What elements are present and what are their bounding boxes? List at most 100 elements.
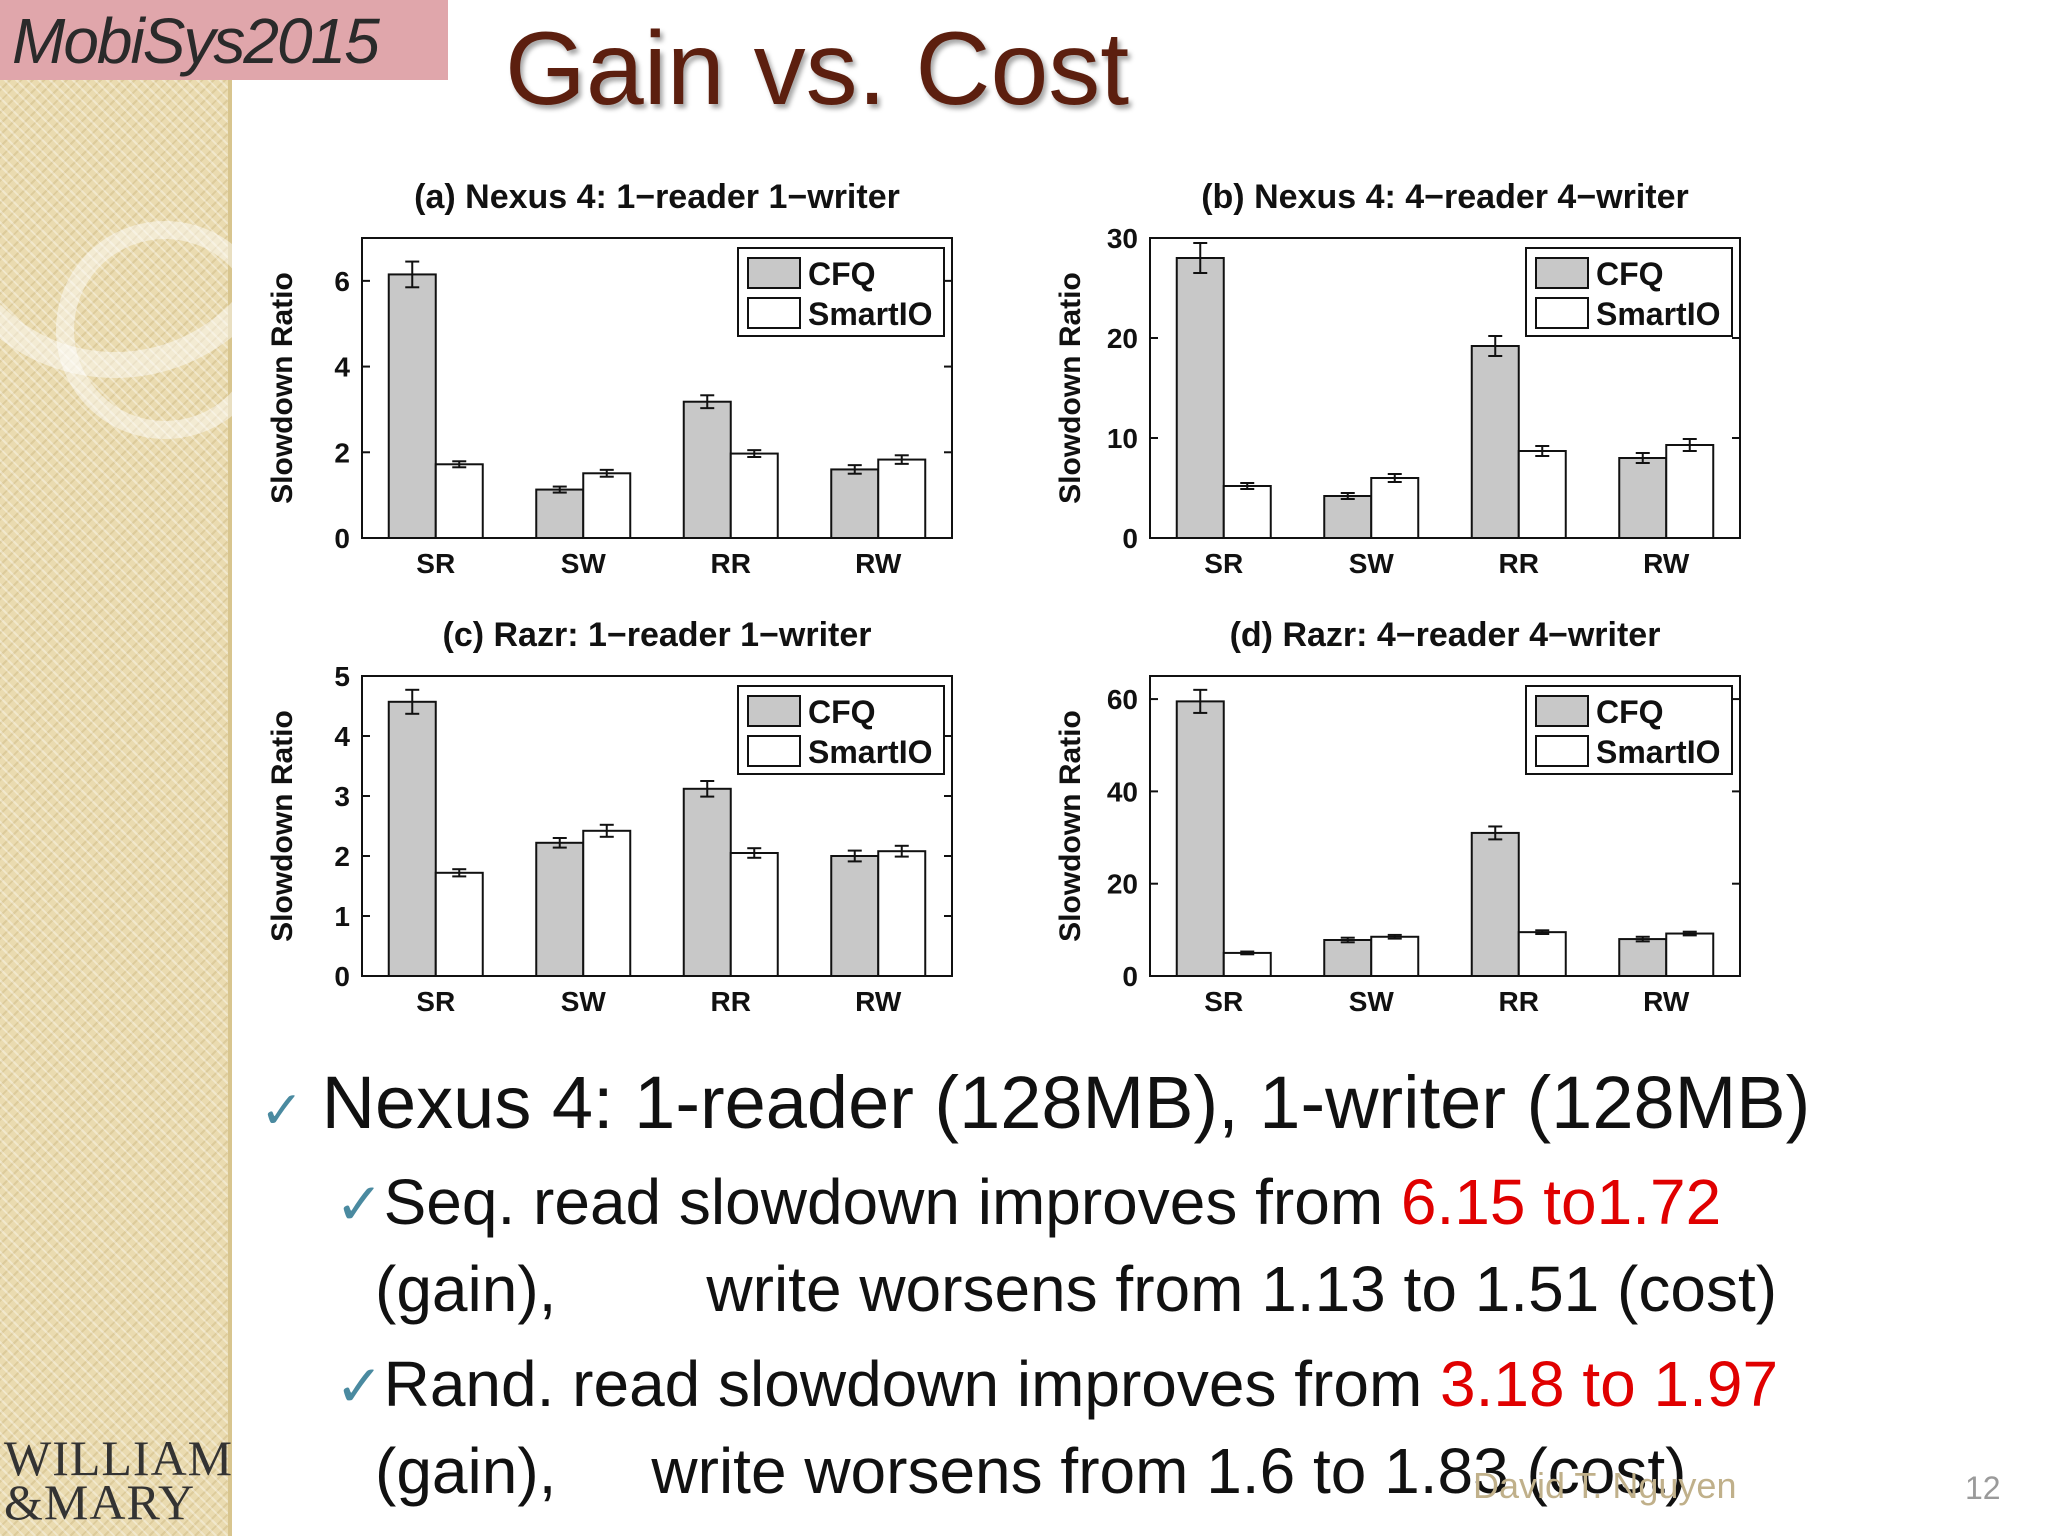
legend-swatch (1535, 257, 1589, 289)
bar-cfq (1323, 495, 1373, 539)
bar-cfq (535, 841, 585, 977)
legend-swatch (747, 297, 801, 329)
legend-label: SmartIO (1596, 734, 1720, 770)
bar-cfq (830, 855, 880, 977)
legend-label: CFQ (808, 694, 876, 730)
y-tick-label: 2 (334, 437, 350, 468)
legend-label: SmartIO (808, 734, 932, 770)
bar-smartio (1222, 951, 1272, 978)
bar-cfq (1470, 831, 1520, 978)
y-tick-label: 1 (334, 901, 350, 932)
x-tick-label: RW (1643, 548, 1690, 579)
checkmark-icon: ✓ (260, 1082, 304, 1140)
y-axis-label: Slowdown Ratio (266, 710, 299, 942)
x-tick-label: RR (711, 986, 751, 1017)
x-tick-label: SR (416, 986, 455, 1017)
y-tick-label: 6 (334, 266, 350, 297)
bar-cfq (535, 488, 585, 540)
y-tick-label: 40 (1107, 776, 1138, 807)
university-logo: WILLIAM &MARY (4, 1430, 234, 1530)
x-tick-label: RR (1499, 986, 1539, 1017)
legend-swatch (1535, 297, 1589, 329)
bar-smartio (1517, 931, 1567, 978)
legend-swatch (747, 735, 801, 767)
y-tick-label: 60 (1107, 684, 1138, 715)
chart-title: (a) Nexus 4: 1−reader 1−writer (414, 178, 900, 216)
legend-swatch (1535, 695, 1589, 727)
bar-smartio (877, 850, 927, 978)
x-tick-label: RR (711, 548, 751, 579)
x-tick-label: RR (1499, 548, 1539, 579)
legend-swatch (747, 257, 801, 289)
bar-smartio (582, 829, 632, 977)
bar-smartio (1517, 450, 1567, 539)
legend-label: SmartIO (1596, 296, 1720, 332)
bullet-item-seq: ✓Seq. read slowdown improves from 6.15 t… (335, 1166, 1778, 1325)
y-axis-label: Slowdown Ratio (1054, 710, 1087, 942)
bar-cfq (682, 400, 732, 540)
legend-label: CFQ (1596, 694, 1664, 730)
chart-panel-1: (b) Nexus 4: 4−reader 4−writer Slowdown R… (1054, 178, 1741, 579)
y-axis-label: Slowdown Ratio (266, 272, 299, 504)
bar-cfq (830, 468, 880, 539)
bar-cfq (1470, 345, 1520, 539)
chart-panel-0: (a) Nexus 4: 1−reader 1−writer Slowdown R… (266, 178, 953, 579)
y-tick-label: 20 (1107, 869, 1138, 900)
x-tick-label: RW (855, 986, 902, 1017)
charts-area: (a) Nexus 4: 1−reader 1−writer Slowdown R… (266, 178, 1741, 1017)
chart-panel-2: (c) Razr: 1−reader 1−writer Slowdown Rati… (266, 616, 953, 1017)
bar-cfq (1175, 257, 1225, 539)
sidebar-background (0, 0, 230, 1536)
bar-cfq (387, 273, 437, 539)
highlight-text: 3.18 to 1.97 (1440, 1348, 1779, 1420)
y-tick-label: 0 (334, 523, 350, 554)
legend-label: CFQ (1596, 256, 1664, 292)
bullet-main: ✓ Nexus 4: 1-reader (128MB), 1-writer (12… (260, 1060, 1810, 1145)
x-tick-label: SW (561, 548, 607, 579)
x-tick-label: SW (1349, 986, 1395, 1017)
checkmark-icon: ✓ (335, 1172, 384, 1237)
chart-panel-3: (d) Razr: 4−reader 4−writer Slowdown Rati… (1054, 616, 1741, 1017)
y-tick-label: 0 (1122, 961, 1138, 992)
bar-smartio (1222, 485, 1272, 539)
bar-smartio (434, 463, 484, 539)
x-tick-label: SR (1204, 548, 1243, 579)
bar-smartio (877, 458, 927, 540)
y-tick-label: 2 (334, 841, 350, 872)
bar-smartio (729, 452, 779, 540)
footer-author: David T. Nguyen (1473, 1465, 1737, 1506)
bar-smartio (582, 472, 632, 539)
x-tick-label: RW (1643, 986, 1690, 1017)
chart-title: (c) Razr: 1−reader 1−writer (443, 616, 872, 654)
x-tick-label: SR (1204, 986, 1243, 1017)
y-tick-label: 20 (1107, 323, 1138, 354)
x-tick-label: SW (561, 986, 607, 1017)
checkmark-icon: ✓ (335, 1354, 384, 1419)
bar-smartio (1665, 444, 1715, 539)
y-tick-label: 10 (1107, 423, 1138, 454)
highlight-text: 6.15 to1.72 (1400, 1166, 1722, 1238)
conference-logo-text: MobiSys2015 (12, 5, 380, 77)
legend-label: CFQ (808, 256, 876, 292)
bar-smartio (1370, 477, 1420, 539)
chart-title: (d) Razr: 4−reader 4−writer (1230, 616, 1661, 654)
bar-cfq (1618, 457, 1668, 539)
x-tick-label: SR (416, 548, 455, 579)
bullet-item-rand: ✓Rand. read slowdown improves from 3.18 … (335, 1348, 1779, 1507)
y-tick-label: 0 (334, 961, 350, 992)
bar-smartio (1665, 932, 1715, 977)
y-tick-label: 30 (1107, 223, 1138, 254)
sidebar-edge (228, 0, 232, 1536)
x-tick-label: SW (1349, 548, 1395, 579)
bar-smartio (1370, 935, 1420, 977)
x-tick-label: RW (855, 548, 902, 579)
y-tick-label: 3 (334, 781, 350, 812)
conference-logo: MobiSys2015 (0, 0, 448, 80)
bar-smartio (729, 852, 779, 977)
bar-cfq (1618, 938, 1668, 977)
bar-cfq (682, 787, 732, 977)
page-number: 12 (1965, 1470, 2001, 1506)
legend-label: SmartIO (808, 296, 932, 332)
y-tick-label: 4 (334, 352, 350, 383)
bar-cfq (1323, 939, 1373, 977)
